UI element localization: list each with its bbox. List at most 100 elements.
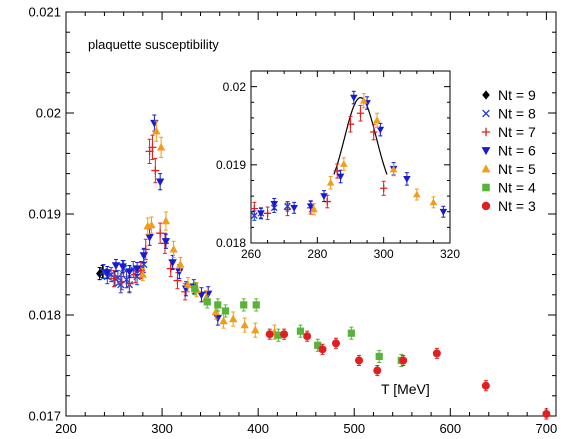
main-plot: 200 300 400 500 600 700 0.017 0.018 0.019 0.02 0.0… [28, 5, 557, 436]
y-tick-label: 0.02 [36, 106, 61, 121]
data-point [481, 381, 490, 390]
data-point [265, 330, 274, 339]
data-point [139, 252, 149, 260]
legend-label: Nt = 7 [498, 124, 536, 140]
data-point [251, 325, 260, 334]
data-point [350, 94, 358, 102]
data-point [147, 220, 156, 229]
data-point [148, 143, 157, 152]
inset-background [251, 71, 450, 243]
data-point [333, 167, 341, 175]
legend-label: Nt = 8 [498, 106, 536, 122]
data-point [169, 244, 178, 253]
data-point [151, 166, 160, 175]
data-point [310, 205, 318, 213]
data-point [176, 260, 185, 268]
legend-item: Nt = 6 [481, 143, 536, 159]
data-point [542, 409, 551, 418]
data-point [103, 269, 112, 277]
data-point [331, 339, 340, 348]
inset-axis-ticks: 260 280 300 320 0.018 0.019 0.02 [216, 71, 460, 261]
data-point [111, 262, 121, 270]
x-tick-label: 260 [241, 247, 261, 261]
data-point [125, 268, 134, 276]
data-point [439, 208, 448, 216]
data-point [359, 96, 368, 104]
legend-label: Nt = 9 [498, 87, 536, 103]
data-point [370, 128, 378, 136]
y-tick-label: 0.019 [216, 158, 246, 172]
legend-item: Nt = 3 [481, 198, 536, 214]
legend-label: Nt = 3 [498, 198, 536, 214]
data-point [284, 202, 291, 210]
data-point [118, 263, 127, 271]
data-point [303, 332, 312, 341]
legend-label: Nt = 6 [498, 143, 536, 159]
x-tick-label: 700 [536, 421, 558, 436]
data-point [318, 345, 327, 354]
data-point [240, 301, 248, 309]
series-nt-7 [250, 104, 388, 221]
x-tick-label: 300 [374, 247, 394, 261]
legend-item: Nt = 5 [481, 161, 536, 177]
data-point [347, 329, 355, 337]
series-nt-5 [310, 93, 438, 216]
data-point [306, 203, 315, 211]
legend-item: Nt = 7 [481, 124, 536, 140]
x-tick-label: 320 [440, 247, 460, 261]
data-point [280, 330, 289, 339]
data-point [263, 209, 272, 217]
legend-marker [482, 183, 490, 192]
data-point [175, 268, 184, 276]
data-point [376, 126, 385, 134]
legend-marker [481, 201, 491, 211]
data-point [320, 193, 328, 201]
x-tick-label: 400 [247, 421, 269, 436]
data-point [161, 238, 171, 246]
legend-marker [482, 109, 490, 118]
data-point [432, 349, 441, 358]
legend-item: Nt = 4 [482, 180, 536, 196]
x-tick-label: 280 [307, 247, 327, 261]
data-point [141, 245, 150, 254]
data-point [145, 234, 154, 242]
chart-annotation: plaquette susceptibility [88, 37, 219, 52]
data-point [429, 198, 438, 206]
data-point [156, 229, 165, 238]
data-point [161, 216, 171, 225]
series-nt-9 [96, 265, 107, 281]
inset-data-points [250, 90, 448, 221]
data-point [336, 173, 345, 181]
data-point [413, 190, 421, 198]
main-data-points [96, 114, 551, 420]
data-point [221, 307, 230, 315]
data-point [355, 356, 364, 365]
data-point [191, 285, 199, 293]
x-tick-label: 500 [343, 421, 365, 436]
data-point [168, 259, 177, 267]
series-nt-3 [265, 328, 551, 420]
y-tick-label: 0.019 [28, 207, 61, 222]
data-point [274, 331, 282, 339]
data-point [203, 298, 211, 306]
data-point [156, 142, 166, 151]
legend-marker [481, 147, 491, 156]
data-point [117, 277, 126, 286]
data-point [257, 210, 265, 218]
data-point [197, 291, 206, 300]
data-point [132, 265, 142, 273]
data-point [296, 327, 305, 335]
data-point [356, 109, 365, 117]
main-axis-ticks: 200 300 400 500 600 700 0.017 0.018 0.019 0.02 0.0… [28, 5, 557, 436]
data-point [240, 320, 249, 329]
x-tick-label: 300 [151, 421, 173, 436]
inset-plot: 260 280 300 320 0.018 0.019 0.02 [216, 70, 460, 261]
y-tick-label: 0.017 [28, 409, 61, 424]
data-point [373, 366, 382, 375]
data-point [110, 274, 119, 283]
data-point [155, 178, 165, 187]
data-point [346, 120, 355, 128]
data-point [117, 281, 125, 289]
y-tick-label: 0.021 [28, 5, 61, 20]
data-point [326, 178, 335, 186]
